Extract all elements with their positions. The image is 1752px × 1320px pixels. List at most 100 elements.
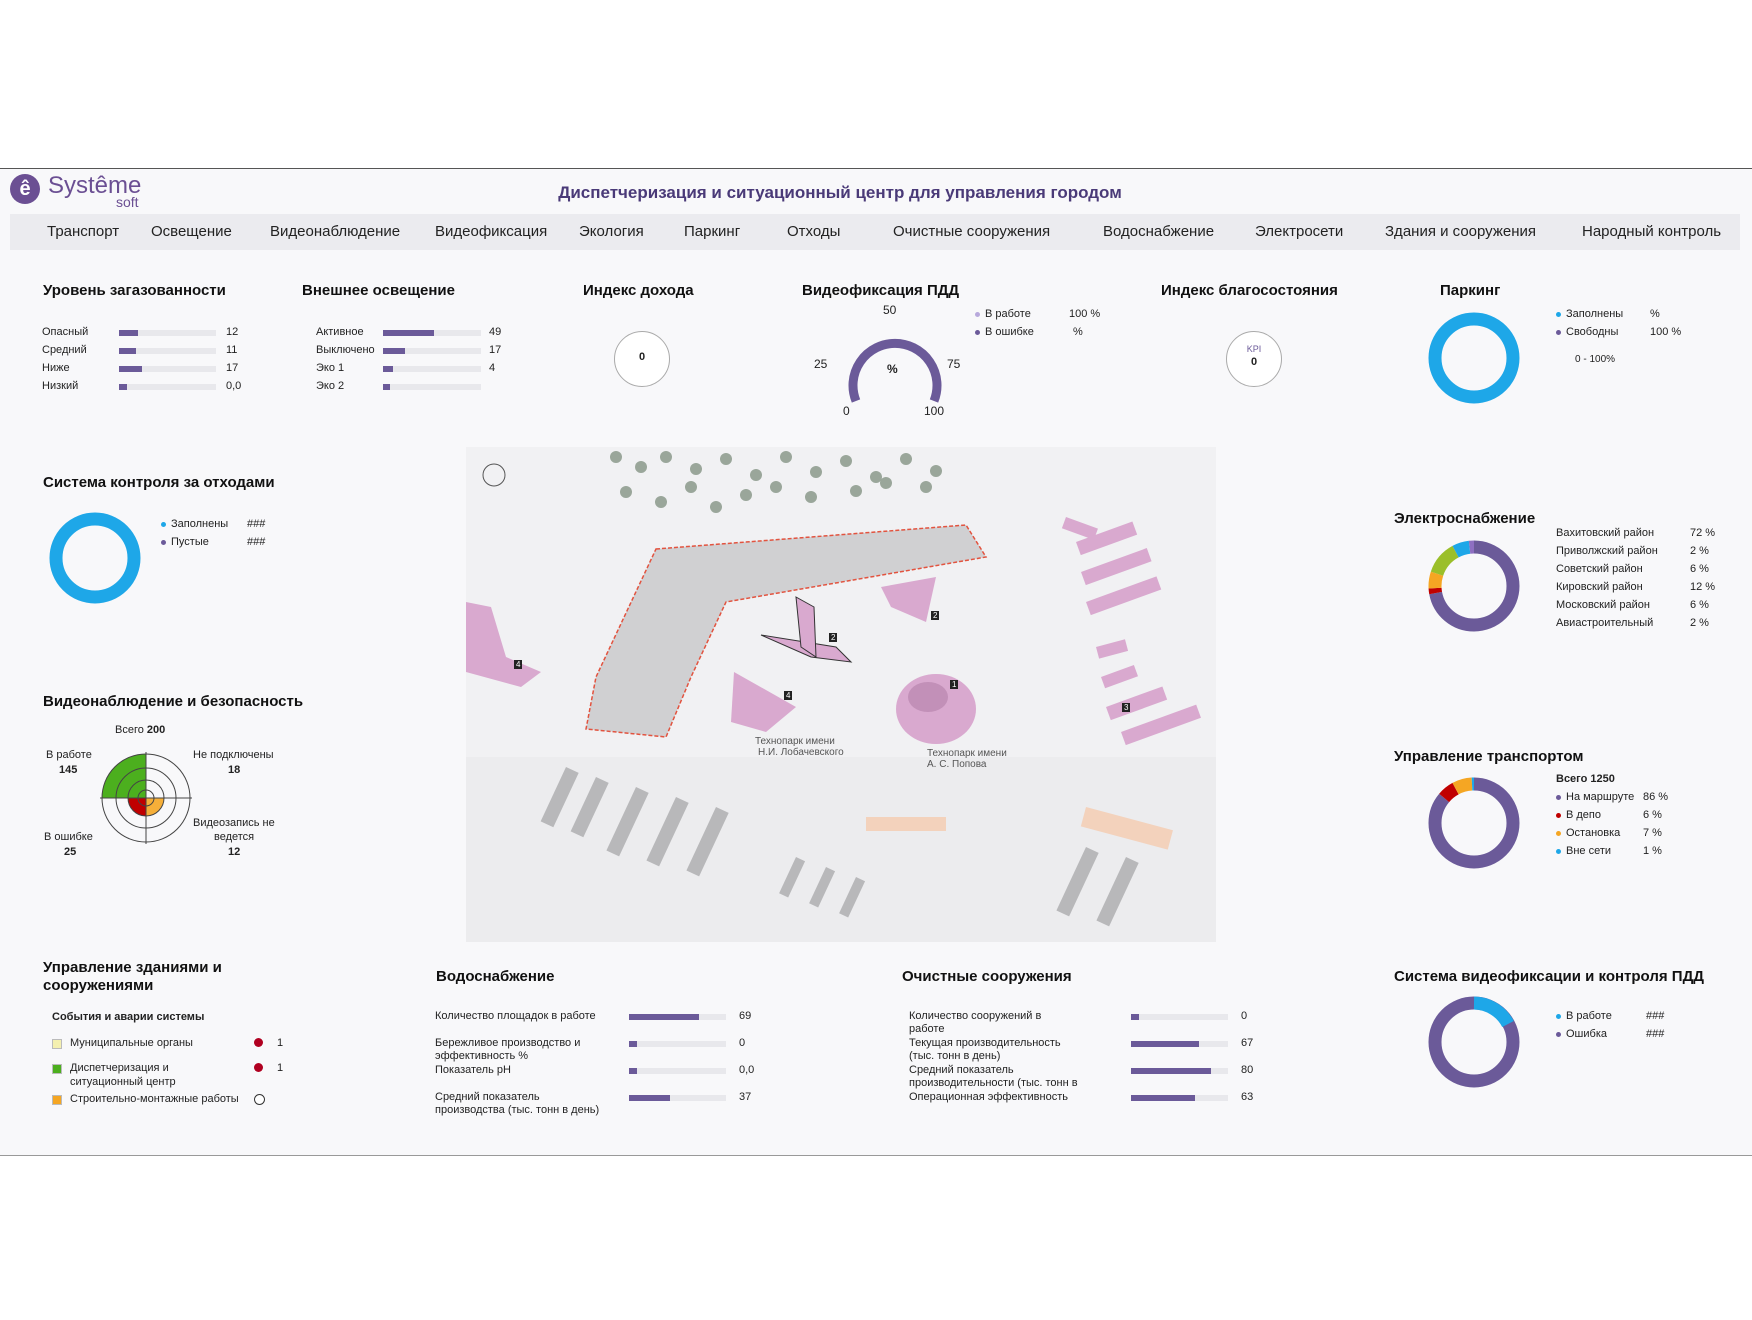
nav-video-fixation[interactable]: Видеофиксация <box>435 223 548 240</box>
treatment-row-value: 63 <box>1241 1091 1254 1103</box>
water-row-bar <box>629 1068 726 1074</box>
lighting-row-bar <box>383 366 481 372</box>
lighting-row-value: 49 <box>489 326 502 338</box>
nav-public-control[interactable]: Народный контроль <box>1582 223 1722 240</box>
map-marker-3[interactable]: 3 <box>1122 703 1131 712</box>
transport-donut[interactable] <box>1426 775 1522 871</box>
lighting-row-label: Эко 2 <box>316 380 345 392</box>
nav-waste[interactable]: Отходы <box>787 223 841 240</box>
gas-row-value: 11 <box>226 344 238 356</box>
gas-row-bar <box>119 384 216 390</box>
water-row-bar-fill <box>629 1041 637 1047</box>
nav-treatment[interactable]: Очистные сооружения <box>893 223 1051 240</box>
pdd-gauge[interactable] <box>840 318 950 408</box>
parking-donut[interactable] <box>1426 310 1522 406</box>
buildings-subtitle: События и аварии системы <box>52 1011 205 1023</box>
transport-legend-dot <box>1556 794 1561 800</box>
map-marker-4b[interactable]: 4 <box>784 691 793 700</box>
buildings-event-marker <box>52 1039 62 1049</box>
map-marker-2[interactable]: 2 <box>829 633 838 642</box>
power-row-label: Вахитовский район <box>1556 527 1655 539</box>
map-marker-2b[interactable]: 2 <box>931 611 940 620</box>
welfare-value: 0 <box>1250 356 1258 368</box>
logo-icon: ê <box>10 174 40 204</box>
treatment-row-bar <box>1131 1014 1228 1020</box>
city-map[interactable]: Технопарк имени Н.И. Лобачевского Техноп… <box>466 447 1216 942</box>
nav-parking[interactable]: Паркинг <box>684 223 741 240</box>
pdd-control-legend-error: Ошибка ### <box>1556 1028 1664 1040</box>
treatment-row-value: 80 <box>1241 1064 1254 1076</box>
welfare-title: Индекс благосостояния <box>1161 282 1338 299</box>
map-label-popov-2: А. С. Попова <box>927 759 987 770</box>
nav-transport[interactable]: Транспорт <box>47 223 120 240</box>
transport-legend-dot <box>1556 848 1561 854</box>
gas-row-label: Ниже <box>42 362 70 374</box>
treatment-row-bar-fill <box>1131 1095 1196 1101</box>
income-value: 0 <box>638 351 646 363</box>
transport-row-value: 86 % <box>1643 791 1669 803</box>
transport-row: На маршруте <box>1556 791 1634 803</box>
logo-sub: soft <box>116 194 139 210</box>
gas-row-label: Низкий <box>42 380 79 392</box>
video-no-record-label: Видеозапись не <box>193 817 275 829</box>
power-row-value: 6 % <box>1690 563 1709 575</box>
power-row-label: Московский район <box>1556 599 1650 611</box>
water-row-label: Количество площадок в работе <box>435 1010 596 1022</box>
income-gauge[interactable]: 0 <box>614 331 670 387</box>
buildings-event-marker <box>52 1095 62 1105</box>
nav-water[interactable]: Водоснабжение <box>1103 223 1215 240</box>
buildings-event-status[interactable] <box>254 1038 263 1047</box>
buildings-title-2: сооружениями <box>43 977 154 994</box>
nav-buildings[interactable]: Здания и сооружения <box>1385 223 1537 240</box>
transport-row-value: 1 % <box>1643 845 1662 857</box>
nav-bar: Транспорт Освещение Видеонаблюдение Виде… <box>10 214 1740 250</box>
treatment-row-label: Текущая производительность <box>909 1037 1061 1049</box>
pdd-control-donut[interactable] <box>1426 994 1522 1090</box>
lighting-row-bar <box>383 348 481 354</box>
transport-row-label: Остановка <box>1566 827 1621 839</box>
map-marker-4[interactable]: 4 <box>514 660 523 669</box>
water-row-bar <box>629 1095 726 1101</box>
nav-lighting[interactable]: Освещение <box>151 223 232 240</box>
pdd-tick-75: 75 <box>947 357 961 371</box>
water-row-bar <box>629 1014 726 1020</box>
video-radar-chart[interactable] <box>98 750 194 846</box>
video-no-record-value: 12 <box>228 846 241 858</box>
transport-total: Всего 1250 <box>1556 773 1615 785</box>
video-working-label: В работе <box>46 749 92 761</box>
water-row-value: 69 <box>739 1010 752 1022</box>
video-no-record-label-2: ведется <box>214 831 255 843</box>
logo-name: Systême <box>48 172 142 199</box>
treatment-row-bar <box>1131 1095 1228 1101</box>
treatment-row-label-2: работе <box>909 1023 945 1035</box>
nav-power[interactable]: Электросети <box>1255 223 1344 240</box>
map-label-lobachevsky-2: Н.И. Лобачевского <box>758 747 844 758</box>
welfare-gauge[interactable]: KPI 0 <box>1226 331 1282 387</box>
treatment-row-bar-fill <box>1131 1014 1139 1020</box>
transport-title: Управление транспортом <box>1394 748 1584 765</box>
treatment-row-value: 0 <box>1241 1010 1248 1022</box>
buildings-event-status[interactable] <box>254 1094 265 1105</box>
transport-row: В депо <box>1556 809 1601 821</box>
video-total: Всего 200 <box>115 724 166 736</box>
gas-row-bar-fill <box>119 366 143 372</box>
transport-row: Вне сети <box>1556 845 1611 857</box>
parking-legend-free: Свободны 100 % <box>1556 326 1681 338</box>
lighting-row-label: Выключено <box>316 344 375 356</box>
water-row-value: 0,0 <box>739 1064 755 1076</box>
nav-ecology[interactable]: Экология <box>579 223 644 240</box>
gas-row-bar <box>119 330 216 336</box>
buildings-event-status[interactable] <box>254 1063 263 1072</box>
treatment-title: Очистные сооружения <box>902 968 1072 985</box>
map-marker-1[interactable]: 1 <box>950 680 959 689</box>
nav-video-surveillance[interactable]: Видеонаблюдение <box>270 223 401 240</box>
water-row-bar <box>629 1041 726 1047</box>
lighting-row-bar-fill <box>383 366 393 372</box>
buildings-event-value: 1 <box>277 1037 284 1049</box>
power-donut[interactable] <box>1426 538 1522 634</box>
lighting-row-bar <box>383 384 481 390</box>
waste-donut[interactable] <box>47 510 143 606</box>
transport-row-value: 6 % <box>1643 809 1662 821</box>
logo[interactable]: ê Systême soft <box>10 172 160 210</box>
waste-title: Система контроля за отходами <box>43 474 275 491</box>
